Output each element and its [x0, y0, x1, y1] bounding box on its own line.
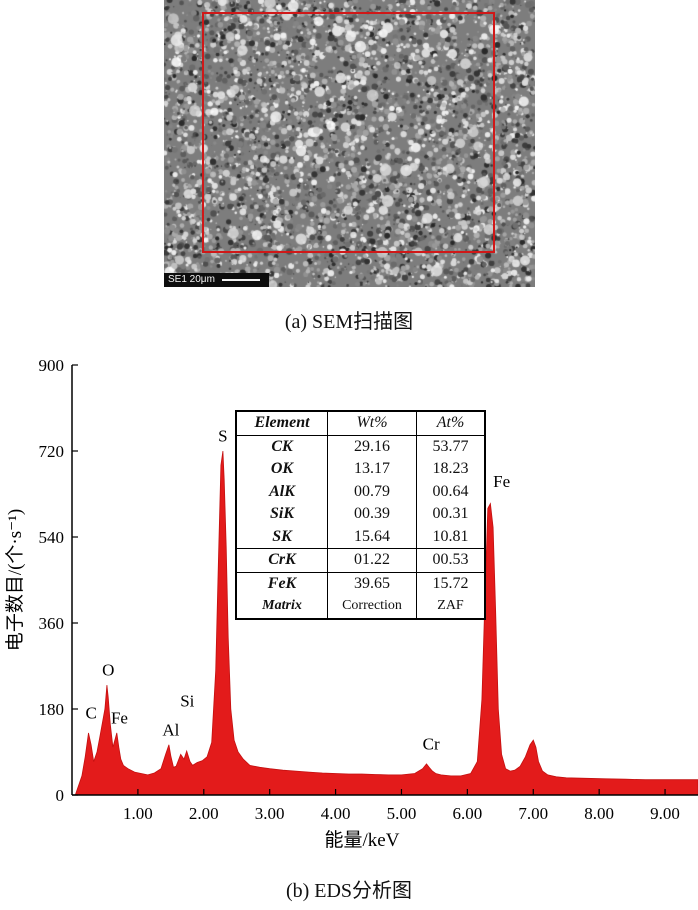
peak-label: Cr: [423, 735, 440, 754]
table-cell: 18.23: [416, 458, 486, 481]
x-tick-label: 1.00: [123, 804, 153, 823]
y-tick-label: 360: [39, 614, 65, 633]
table-cell: 53.77: [416, 435, 486, 458]
table-cell: Correction: [327, 595, 417, 619]
sem-image: SE1 20μm: [164, 0, 535, 287]
eds-caption: (b) EDS分析图: [285, 880, 413, 902]
table-row: SiK 00.39 00.31: [235, 503, 486, 526]
y-tick-label: 900: [39, 356, 65, 375]
table-cell: OK: [235, 458, 328, 481]
table-cell: CrK: [235, 548, 328, 572]
table-cell: CK: [235, 435, 328, 458]
x-tick-label: 9.00: [650, 804, 680, 823]
table-cell: FeK: [235, 571, 328, 595]
table-cell: 15.72: [416, 571, 486, 595]
peak-label: Al: [162, 720, 179, 739]
table-header-cell: Wt%: [327, 411, 417, 436]
y-tick-label: 540: [39, 528, 65, 547]
y-axis-label: 电子数目/(个·s⁻¹): [4, 509, 26, 651]
x-tick-label: 2.00: [189, 804, 219, 823]
table-cell: 00.39: [327, 503, 417, 526]
x-axis-label: 能量/keV: [325, 829, 400, 851]
table-header-cell: At%: [416, 411, 486, 436]
peak-label: S: [218, 426, 227, 445]
table-cell: SiK: [235, 503, 328, 526]
table-row: CrK 01.22 00.53: [235, 548, 486, 572]
table-cell: 00.79: [327, 480, 417, 503]
x-tick-label: 3.00: [255, 804, 285, 823]
x-tick-label: 4.00: [321, 804, 351, 823]
y-tick-label: 180: [39, 700, 65, 719]
table-cell: 15.64: [327, 525, 417, 549]
table-header-row: Element Wt% At%: [235, 411, 486, 436]
y-tick-label: 720: [39, 442, 65, 461]
sem-scale-label: SE1 20μm: [168, 274, 215, 285]
table-row: OK 13.17 18.23: [235, 458, 486, 481]
table-cell: Matrix: [235, 595, 328, 619]
sem-texture: [164, 0, 535, 287]
table-row: CK 29.16 53.77: [235, 435, 486, 458]
table-cell: 13.17: [327, 458, 417, 481]
table-cell: ZAF: [416, 595, 486, 619]
table-row: FeK 39.65 15.72: [235, 571, 486, 595]
table-cell: 10.81: [416, 525, 486, 549]
sem-caption: (a) SEM扫描图: [284, 311, 414, 333]
sem-scale-line: [222, 279, 260, 281]
peak-label: Si: [180, 692, 194, 711]
table-row: Matrix Correction ZAF: [235, 595, 486, 619]
peak-label: Fe: [493, 472, 510, 491]
x-tick-label: 6.00: [452, 804, 482, 823]
table-header-cell: Element: [235, 411, 328, 436]
x-tick-label: 5.00: [387, 804, 417, 823]
peak-label: Fe: [111, 708, 128, 727]
peak-label: C: [85, 704, 96, 723]
table-cell: SK: [235, 525, 328, 549]
table-row: SK 15.64 10.81: [235, 525, 486, 549]
peak-label: O: [102, 661, 114, 680]
eds-composition-table: Element Wt% At% CK 29.16 53.77 OK 13.17 18.23 AlK…: [235, 410, 486, 620]
table-cell: 00.31: [416, 503, 486, 526]
table-cell: 01.22: [327, 548, 417, 572]
sem-scale-bar: SE1 20μm: [164, 273, 269, 287]
spectrum-area: [74, 450, 698, 796]
table-cell: 00.64: [416, 480, 486, 503]
sem-roi-box: [202, 12, 495, 253]
table-cell: 29.16: [327, 435, 417, 458]
x-tick-label: 7.00: [518, 804, 548, 823]
table-cell: AlK: [235, 480, 328, 503]
table-cell: 00.53: [416, 548, 486, 572]
x-tick-label: 8.00: [584, 804, 614, 823]
eds-chart: 0 180 360 540 720 900 1.00 2.00 3.00 4.00 5.00 6.00…: [4, 356, 698, 851]
y-tick-label: 0: [56, 786, 65, 805]
table-cell: 39.65: [327, 571, 417, 595]
table-row: AlK 00.79 00.64: [235, 480, 486, 503]
